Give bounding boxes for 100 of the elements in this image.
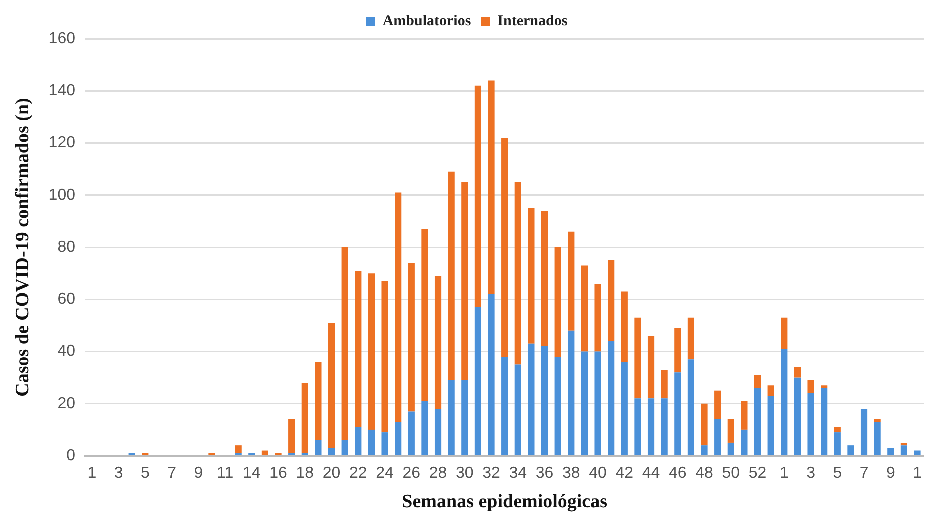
- bar: [900, 446, 908, 456]
- bar: [808, 380, 814, 394]
- x-tick-label: 5: [833, 465, 842, 482]
- x-tick-label: 1: [913, 465, 922, 482]
- bar: [834, 427, 841, 433]
- bar: [794, 378, 802, 456]
- bar: [781, 318, 788, 350]
- bar: [741, 430, 748, 456]
- x-tick-label: 7: [860, 465, 869, 482]
- bar: [434, 409, 442, 456]
- x-tick-label: 28: [429, 465, 448, 482]
- bar: [648, 336, 655, 399]
- bar: [328, 448, 336, 456]
- x-tick-label: 40: [589, 465, 608, 482]
- x-tick-label: 9: [886, 465, 896, 482]
- bar: [688, 360, 695, 456]
- x-tick-label: 24: [376, 465, 394, 482]
- y-tick-label: 60: [58, 291, 76, 308]
- bar: [834, 432, 841, 456]
- bar: [701, 446, 708, 456]
- bar: [342, 248, 348, 440]
- x-tick-label: 20: [322, 465, 341, 482]
- bar: [541, 211, 548, 347]
- bar: [648, 398, 655, 456]
- bar: [581, 352, 588, 456]
- bar: [514, 182, 522, 365]
- bar: [568, 232, 575, 331]
- bar: [554, 248, 562, 357]
- y-tick-label: 100: [48, 186, 76, 204]
- bar: [754, 388, 762, 456]
- bar: [514, 364, 522, 456]
- y-tick-label: 40: [58, 343, 76, 360]
- bar: [608, 341, 615, 456]
- x-tick-label: 38: [562, 465, 580, 482]
- bar: [768, 386, 774, 396]
- bar: [488, 80, 495, 294]
- bar: [568, 330, 575, 456]
- bar: [528, 208, 535, 344]
- legend-label: Internados: [498, 13, 568, 30]
- x-axis-title: Semanas epidemiológicas: [402, 492, 608, 513]
- x-tick-label: 46: [669, 465, 687, 482]
- bar: [701, 404, 708, 446]
- bar: [408, 412, 415, 456]
- bar: [754, 375, 762, 388]
- bar: [594, 284, 602, 352]
- bar: [848, 446, 854, 456]
- x-tick-label: 1: [780, 465, 789, 482]
- bar: [581, 266, 588, 352]
- bar: [781, 349, 788, 456]
- bar: [288, 420, 296, 454]
- x-tick-label: 9: [194, 465, 204, 482]
- bar: [714, 390, 722, 420]
- y-tick-label: 160: [48, 30, 76, 48]
- bar: [661, 398, 668, 456]
- bar: [888, 448, 894, 456]
- bar: [728, 420, 734, 443]
- bar: [502, 356, 508, 456]
- bar: [395, 192, 402, 422]
- bar: [342, 440, 348, 456]
- x-tick-label: 18: [296, 465, 314, 482]
- bar: [488, 294, 495, 456]
- bar: [728, 442, 734, 456]
- x-tick-label: 5: [140, 465, 150, 482]
- bar: [528, 344, 535, 456]
- y-tick-label: 20: [58, 395, 76, 412]
- bar: [448, 380, 455, 456]
- x-tick-label: 52: [748, 465, 767, 482]
- bar: [448, 172, 455, 380]
- x-tick-label: 14: [243, 465, 261, 482]
- x-tick-label: 3: [114, 465, 124, 482]
- x-tick-label: 32: [482, 465, 501, 482]
- x-tick-label: 36: [536, 465, 554, 482]
- bar: [714, 420, 722, 456]
- bar: [860, 409, 868, 456]
- x-tick-label: 34: [509, 465, 528, 482]
- bar: [315, 362, 322, 440]
- x-tick-label: 7: [168, 465, 177, 482]
- bar: [474, 86, 482, 308]
- bar: [621, 292, 628, 362]
- y-axis-title: Casos de COVID-19 confirmados (n): [12, 98, 34, 397]
- bar: [794, 367, 802, 378]
- bar: [634, 398, 642, 456]
- bar: [874, 422, 881, 456]
- bar: [821, 386, 828, 388]
- bar: [661, 370, 668, 399]
- bar: [408, 263, 415, 412]
- bar: [674, 328, 682, 373]
- bar: [821, 388, 828, 456]
- bar: [382, 432, 388, 456]
- bar: [914, 450, 921, 456]
- bar: [474, 307, 482, 456]
- bar: [422, 401, 428, 456]
- legend-label: Ambulatorios: [382, 13, 472, 30]
- bar: [328, 323, 336, 448]
- bar: [434, 276, 442, 410]
- bar: [554, 356, 562, 456]
- bar: [621, 362, 628, 456]
- bar: [462, 380, 468, 456]
- y-tick-label: 140: [48, 82, 76, 100]
- bar: [315, 440, 322, 456]
